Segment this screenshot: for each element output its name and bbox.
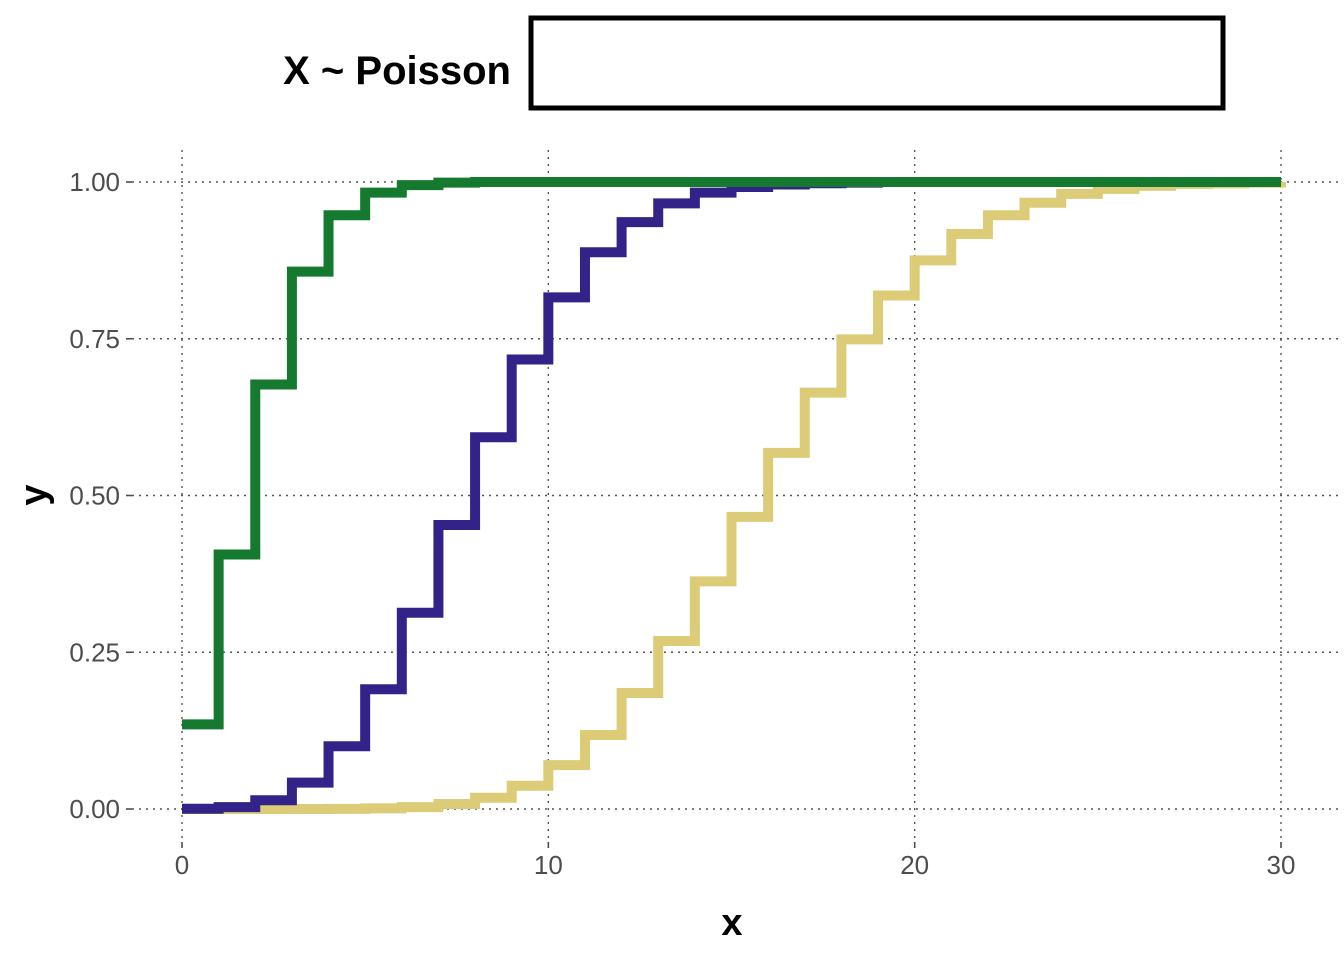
series-layer	[182, 177, 1286, 814]
x-tick-label: 30	[1267, 850, 1296, 880]
x-tick-label: 0	[175, 850, 189, 880]
x-tick-label: 20	[900, 850, 929, 880]
legend-title: X ~ Poisson	[283, 49, 511, 93]
y-tick-label: 0.75	[69, 324, 120, 354]
y-tick-label: 1.00	[69, 167, 120, 197]
y-tick-label: 0.00	[69, 794, 120, 824]
y-axis-title: y	[13, 484, 55, 505]
series-2-line	[182, 177, 1281, 814]
x-tick-label: 10	[534, 850, 563, 880]
legend: X ~ Poisson	[283, 15, 1226, 111]
legend-box	[528, 15, 1226, 111]
y-tick-label: 0.25	[69, 637, 120, 667]
grid	[132, 150, 1338, 842]
axes: 0 10 20 30 0.00 0.25 0.50 0.75 1.00	[69, 167, 1295, 880]
y-tick-label: 0.50	[69, 481, 120, 511]
series-1-line	[182, 177, 1281, 730]
series-3-line	[182, 177, 1286, 814]
x-axis-title: x	[721, 902, 742, 944]
